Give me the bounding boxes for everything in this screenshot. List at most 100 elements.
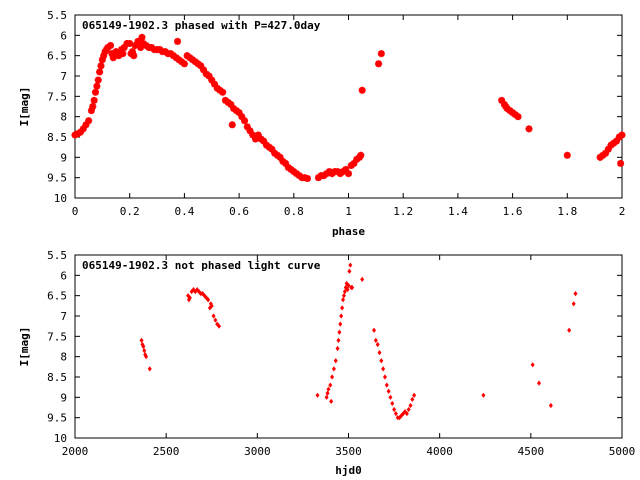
phased-data-point <box>107 42 115 49</box>
unphased-y-tick-label: 8.5 <box>47 371 67 384</box>
unphased-plot-ticks: 2000 2500 3000 3500 4000 4500 5000 5.5 6 6.5 7 7.5 8… <box>47 249 635 458</box>
unphased-data-point <box>345 286 350 293</box>
unphased-plot-title: 065149-1902.3 not phased light curve <box>82 259 321 272</box>
unphased-data-point <box>196 289 201 295</box>
unphased-data-point <box>331 366 336 372</box>
phased-x-tick-label: 1.2 <box>393 205 413 218</box>
phased-x-tick-label: 0.8 <box>284 205 304 218</box>
phased-data-point <box>375 60 383 68</box>
phased-data-point <box>93 82 101 90</box>
phased-data-point <box>94 76 102 84</box>
unphased-data-point <box>189 289 194 295</box>
unphased-data-point <box>187 295 192 301</box>
phased-data-point <box>219 88 227 96</box>
unphased-data-point <box>200 291 205 297</box>
unphased-y-tick-label: 8 <box>60 351 67 364</box>
phased-data-point <box>235 109 243 117</box>
unphased-data-point <box>328 382 333 388</box>
phased-data-point <box>241 117 249 125</box>
unphased-data-point <box>567 327 572 333</box>
phased-data-point <box>90 96 98 104</box>
phased-data-point <box>82 121 90 129</box>
unphased-data-point <box>215 321 220 327</box>
unphased-data-point <box>406 406 411 413</box>
phased-data-point <box>205 72 213 80</box>
phased-data-point <box>377 50 385 58</box>
phased-data-point <box>119 50 127 58</box>
unphased-x-tick-label: 2500 <box>153 445 180 458</box>
phased-data-point <box>79 125 87 133</box>
unphased-y-tick-label: 7 <box>60 310 67 323</box>
phased-y-tick-label: 9 <box>60 151 67 164</box>
phased-x-tick-label: 2 <box>619 205 626 218</box>
unphased-data-point <box>217 323 222 329</box>
unphased-data-point <box>333 358 338 364</box>
unphased-data-point <box>341 293 346 299</box>
unphased-data-point <box>412 392 417 398</box>
unphased-data-point <box>342 289 347 295</box>
phased-data-point <box>89 103 97 110</box>
unphased-data-point <box>410 396 415 402</box>
unphased-data-point <box>202 293 207 299</box>
phased-data-point <box>174 37 182 45</box>
unphased-data-point <box>337 329 342 335</box>
phased-data-point <box>243 123 251 131</box>
unphased-data-point <box>373 337 378 343</box>
unphased-data-point <box>346 282 351 289</box>
unphased-data-point <box>388 394 393 400</box>
phased-data-point <box>92 88 100 96</box>
phased-data-point <box>228 121 236 129</box>
phased-y-tick-label: 6 <box>60 29 67 42</box>
phased-plot-title: 065149-1902.3 phased with P=427.0day <box>82 19 321 32</box>
phased-data-point <box>131 42 139 49</box>
unphased-x-tick-label: 4000 <box>426 445 453 458</box>
unphased-data-point <box>139 337 144 343</box>
unphased-x-tick-label: 5000 <box>609 445 636 458</box>
phased-data-point <box>130 52 138 60</box>
unphased-data-point <box>481 392 486 398</box>
phased-y-tick-label: 10 <box>54 192 67 205</box>
phased-x-tick-label: 0.2 <box>120 205 140 218</box>
phased-data-point <box>303 174 311 182</box>
unphased-data-point <box>143 352 148 358</box>
unphased-plot-x-axis-label: hjd0 <box>335 464 362 477</box>
unphased-data-point <box>381 366 386 372</box>
unphased-data-point <box>193 289 198 295</box>
unphased-x-tick-label: 4500 <box>518 445 545 458</box>
phased-y-tick-label: 7.5 <box>47 90 67 103</box>
unphased-data-point <box>401 411 406 417</box>
unphased-data-point <box>377 350 382 356</box>
unphased-data-point <box>213 317 218 323</box>
unphased-y-tick-label: 6.5 <box>47 290 67 303</box>
phased-data-point <box>138 33 146 41</box>
unphased-data-point <box>347 268 352 274</box>
unphased-data-point <box>324 394 329 400</box>
unphased-data-point <box>141 343 146 350</box>
unphased-data-point <box>186 293 191 299</box>
unphased-data-point <box>571 301 576 307</box>
unphased-data-point <box>207 305 212 311</box>
unphased-plot-frame <box>74 254 623 439</box>
phased-data-point <box>358 86 366 94</box>
phased-y-tick-label: 7 <box>60 70 67 83</box>
phased-data-point <box>345 170 352 178</box>
unphased-y-tick-label: 7.5 <box>47 330 67 343</box>
unphased-data-point <box>384 382 389 388</box>
phased-y-tick-label: 8.5 <box>47 131 67 144</box>
phased-data-point <box>618 131 626 139</box>
unphased-data-point <box>408 402 413 409</box>
phased-data-point <box>115 52 123 60</box>
phased-data-point <box>357 151 365 159</box>
phased-data-point <box>134 37 142 45</box>
unphased-data-point <box>209 303 214 309</box>
unphased-y-tick-label: 6 <box>60 269 67 282</box>
unphased-plot-y-axis-label: I[mag] <box>18 327 31 367</box>
phased-x-tick-label: 0.6 <box>229 205 249 218</box>
phased-data-point <box>563 151 571 159</box>
unphased-data-point <box>340 305 345 311</box>
phased-data-point <box>108 50 116 58</box>
unphased-data-point <box>386 388 391 394</box>
unphased-data-point <box>142 347 147 354</box>
unphased-data-point <box>336 337 341 343</box>
unphased-data-point <box>392 406 397 413</box>
